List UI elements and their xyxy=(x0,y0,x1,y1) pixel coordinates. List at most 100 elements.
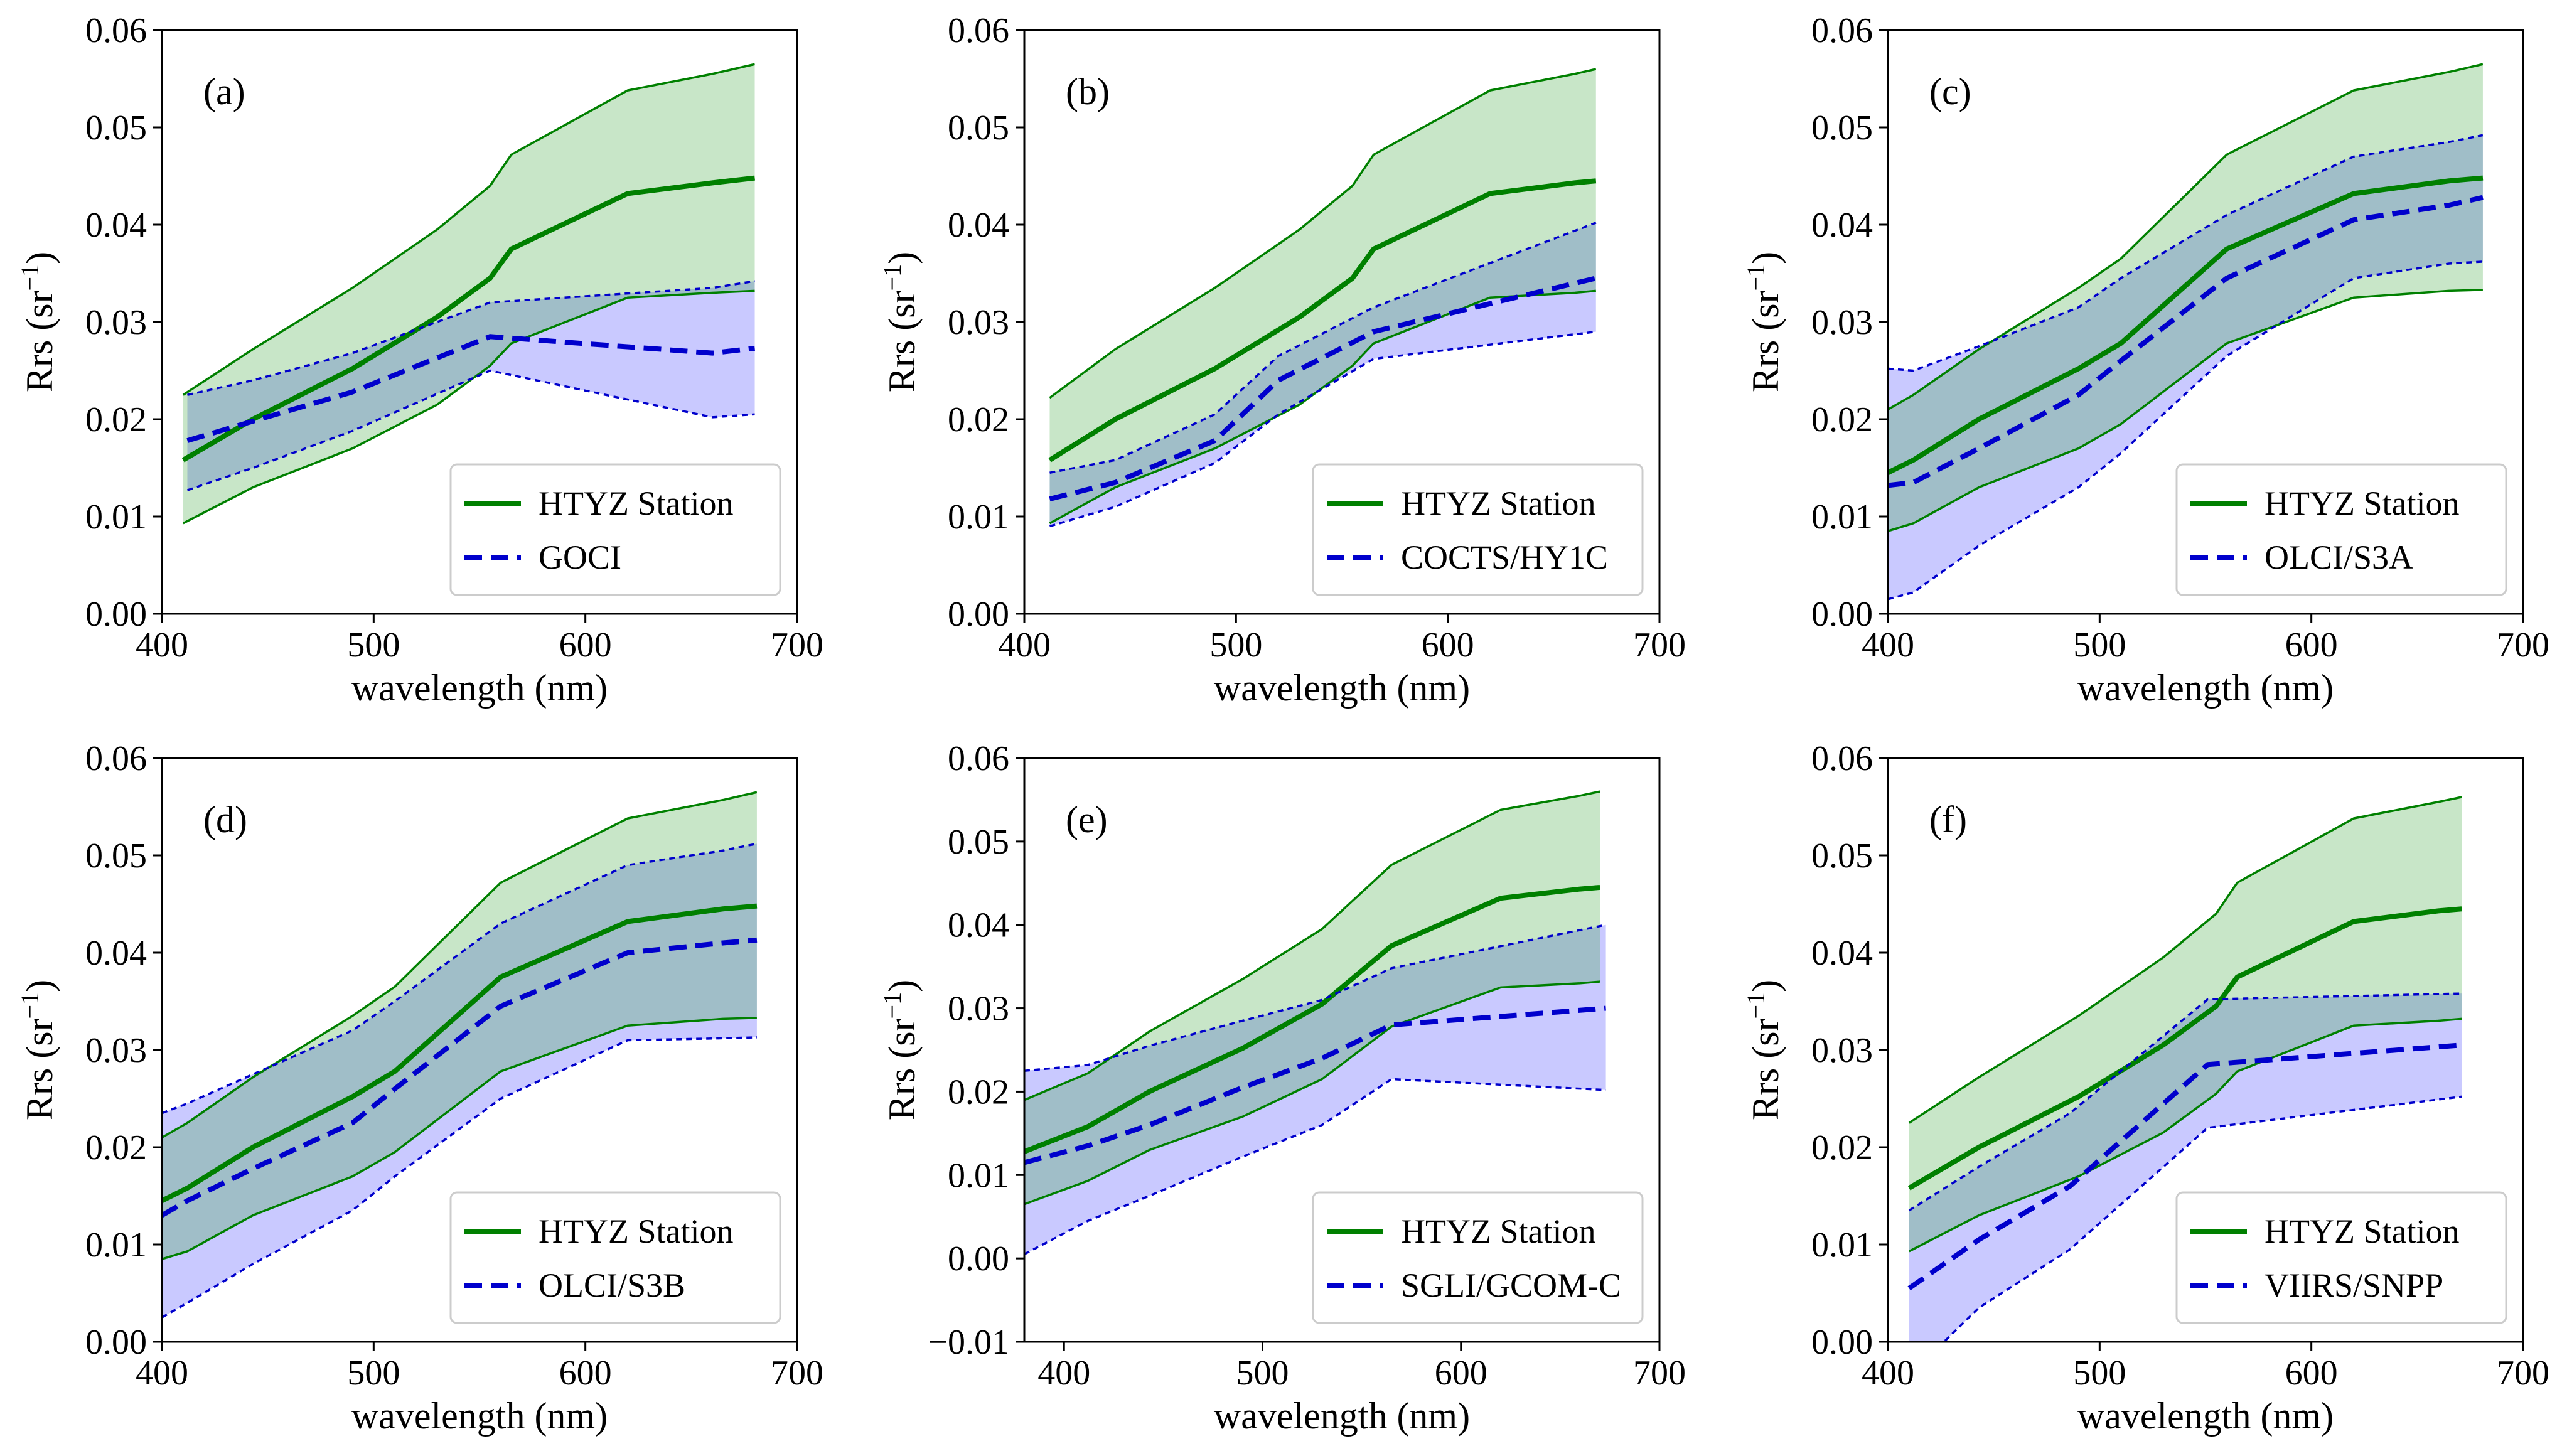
y-tick-label: 0.04 xyxy=(948,906,1009,945)
legend-entry: HTYZ Station xyxy=(539,484,733,522)
x-tick-label: 400 xyxy=(136,1354,188,1393)
y-axis-label-exponent: −1 xyxy=(16,992,44,1019)
y-tick-label: 0.03 xyxy=(85,303,147,342)
y-tick-label: 0.04 xyxy=(948,206,1009,245)
legend-entry: HTYZ Station xyxy=(1401,1212,1595,1250)
y-tick-label: 0.03 xyxy=(85,1031,147,1070)
panel-tag: (e) xyxy=(1066,799,1108,840)
y-tick-label: 0.02 xyxy=(948,400,1009,439)
y-tick-label: 0.04 xyxy=(1811,934,1873,973)
legend-box xyxy=(2175,1191,2507,1324)
x-axis-label: wavelength (nm) xyxy=(351,667,608,709)
y-axis-label-main: Rrs (sr xyxy=(1745,291,1786,392)
satellite-lower-edge xyxy=(162,1036,757,1319)
satellite-range-band xyxy=(1888,135,2483,599)
satellite-lower-edge xyxy=(1888,260,2484,601)
satellite-lower-edge xyxy=(1942,1095,2462,1342)
legend-entry: HTYZ Station xyxy=(2265,1212,2459,1250)
station-range-band xyxy=(1024,791,1600,1204)
y-tick-label: −0.01 xyxy=(928,1323,1009,1362)
satellite-upper-edge xyxy=(1888,134,2484,372)
x-tick-label: 600 xyxy=(1435,1354,1487,1393)
y-tick-label: 0.04 xyxy=(1811,206,1873,245)
satellite-mean-line xyxy=(1888,195,2484,488)
plot-area xyxy=(1888,63,2484,601)
y-axis-label: Rrs (sr−1) xyxy=(1742,252,1786,392)
plot-area xyxy=(162,791,758,1319)
station-upper-edge xyxy=(182,63,755,396)
station-mean-line xyxy=(181,175,755,463)
plot-area xyxy=(1048,68,1597,528)
x-tick-label: 400 xyxy=(1862,1354,1914,1393)
y-tick-label: 0.03 xyxy=(948,303,1009,342)
y-axis-label-main: Rrs (sr xyxy=(881,1019,923,1120)
y-axis-label-main: Rrs (sr xyxy=(19,291,60,392)
y-axis-label-exponent: −1 xyxy=(16,264,44,291)
satellite-upper-edge xyxy=(1908,992,2462,1212)
x-tick-label: 700 xyxy=(771,626,823,665)
y-axis-label-close: ) xyxy=(1745,980,1786,992)
x-tick-label: 600 xyxy=(1422,626,1474,665)
station-mean-line xyxy=(1048,178,1597,463)
legend-entry: GOCI xyxy=(539,538,621,576)
y-tick-label: 0.06 xyxy=(85,11,147,50)
y-tick-label: 0.01 xyxy=(1811,498,1873,537)
satellite-lower-edge xyxy=(1024,1078,1606,1256)
plot-area xyxy=(1024,790,1606,1256)
y-tick-label: 0.05 xyxy=(948,109,1009,147)
x-tick-label: 600 xyxy=(2285,626,2338,665)
y-axis-label-main: Rrs (sr xyxy=(19,1019,60,1120)
legend-entry: HTYZ Station xyxy=(1401,484,1595,522)
station-lower-edge xyxy=(1049,289,1596,525)
legend-box xyxy=(1312,1191,1644,1324)
station-lower-edge xyxy=(182,289,755,525)
y-axis-label-main: Rrs (sr xyxy=(881,291,923,392)
y-tick-label: 0.02 xyxy=(1811,1128,1873,1167)
plot-area xyxy=(1907,796,2462,1342)
legend: HTYZ Station OLCI/S3B xyxy=(449,1191,781,1324)
x-tick-label: 400 xyxy=(1862,626,1914,665)
y-axis-label-close: ) xyxy=(881,252,923,264)
station-range-band xyxy=(1049,69,1596,523)
satellite-lower-edge xyxy=(1049,330,1597,528)
panel-tag: (f) xyxy=(1929,799,1967,840)
legend: HTYZ Station OLCI/S3A xyxy=(2175,463,2507,596)
x-tick-label: 700 xyxy=(771,1354,823,1393)
legend-entry: HTYZ Station xyxy=(2265,484,2459,522)
x-tick-label: 400 xyxy=(136,626,188,665)
x-axis-label: wavelength (nm) xyxy=(351,1395,608,1437)
plot-area xyxy=(181,63,755,525)
x-tick-label: 500 xyxy=(347,1354,400,1393)
legend-entry: COCTS/HY1C xyxy=(1401,538,1608,576)
satellite-mean-line xyxy=(1049,276,1597,501)
y-axis-label-exponent: −1 xyxy=(878,264,906,291)
y-tick-label: 0.00 xyxy=(85,1323,147,1362)
y-tick-label: 0.06 xyxy=(85,739,147,778)
station-range-band xyxy=(1909,797,2462,1251)
legend-entry: VIIRS/SNPP xyxy=(2265,1266,2443,1304)
satellite-upper-edge xyxy=(187,280,755,396)
legend: HTYZ Station VIIRS/SNPP xyxy=(2175,1191,2507,1324)
y-tick-label: 0.00 xyxy=(1811,1323,1873,1362)
y-tick-label: 0.05 xyxy=(85,837,147,875)
y-axis-label: Rrs (sr−1) xyxy=(878,980,923,1120)
panel-tag: (a) xyxy=(203,71,245,112)
y-axis-label-exponent: −1 xyxy=(1742,264,1770,291)
y-tick-label: 0.00 xyxy=(1811,595,1873,634)
station-mean-line xyxy=(1888,175,2484,475)
station-upper-edge xyxy=(1908,796,2462,1124)
station-mean-line xyxy=(1024,884,1600,1154)
y-tick-label: 0.01 xyxy=(948,498,1009,537)
panel-d: 400 500 600 700 0.00 0.01 0.02 0.03 0.04 0.05 0.06… xyxy=(16,739,823,1437)
y-axis-label-close: ) xyxy=(19,980,60,992)
y-tick-label: 0.04 xyxy=(85,206,147,245)
x-tick-label: 500 xyxy=(1236,1354,1289,1393)
x-tick-label: 600 xyxy=(559,1354,612,1393)
satellite-range-band xyxy=(1024,924,1606,1255)
satellite-mean-line xyxy=(162,937,758,1218)
legend-box xyxy=(449,1191,781,1324)
x-axis-label: wavelength (nm) xyxy=(2077,1395,2334,1437)
legend-box xyxy=(1312,463,1644,596)
satellite-mean-line xyxy=(186,334,755,443)
